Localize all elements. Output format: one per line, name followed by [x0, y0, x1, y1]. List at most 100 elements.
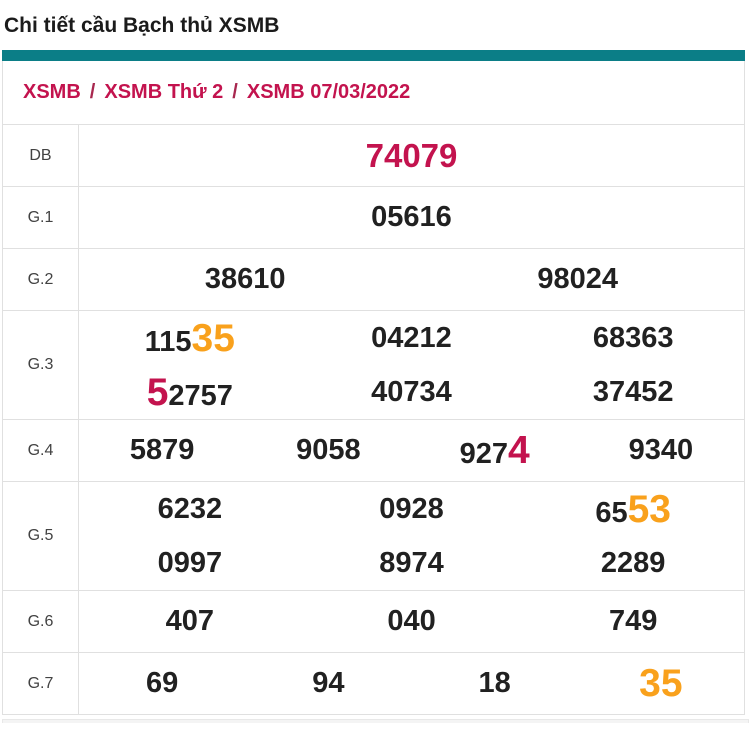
value-line: 05616 [79, 187, 744, 248]
number-segment: 749 [608, 605, 658, 637]
number-segment: 5879 [129, 434, 195, 466]
prize-number: 749 [522, 607, 744, 636]
number-segment: 05616 [371, 201, 452, 233]
prize-number: 9340 [578, 436, 744, 465]
number-segment: 0997 [157, 546, 223, 579]
number-segment: 040 [387, 605, 436, 637]
number-segment: 407 [165, 605, 215, 637]
value-line: 74079 [79, 125, 744, 186]
number-segment: 69 [145, 667, 179, 699]
prize-number: 38610 [79, 265, 412, 294]
number-segment: 2289 [600, 546, 666, 579]
highlighted-digits: 53 [627, 487, 671, 531]
prize-number: 98024 [412, 265, 745, 294]
prize-number: 9058 [245, 436, 411, 465]
next-section-edge [2, 719, 749, 723]
prize-number: 9274 [412, 431, 578, 470]
prize-number: 68363 [522, 321, 744, 354]
number-segment: 6232 [157, 492, 223, 525]
value-line: 5879 9058 9274 9340 [79, 420, 744, 481]
table-row-db: DB 74079 [3, 124, 744, 186]
number-segment: 18 [478, 667, 511, 699]
row-label: G.5 [3, 482, 79, 590]
table-row-g2: G.2 38610 98024 [3, 248, 744, 310]
row-values: 11535 04212 68363 52757 40734 37452 [79, 311, 744, 419]
number-segment: 98024 [537, 263, 619, 295]
row-values: 5879 9058 9274 9340 [79, 420, 744, 481]
value-line: 69 94 18 35 [79, 653, 744, 714]
table-row-g3: G.3 11535 04212 68363 52757 40734 37452 [3, 310, 744, 419]
row-values: 407 040 749 [79, 591, 744, 652]
prize-number: 407 [79, 607, 301, 636]
number-segment: 115 [144, 325, 192, 358]
number-segment: 04212 [371, 321, 452, 354]
value-line: 11535 04212 68363 [79, 311, 744, 365]
prize-number: 18 [412, 669, 578, 698]
row-label: DB [3, 125, 79, 186]
breadcrumb-link-xsmb-date[interactable]: XSMB 07/03/2022 [246, 81, 411, 103]
number-segment: 8974 [379, 546, 444, 579]
value-line: 407 040 749 [79, 591, 744, 652]
prize-number: 74079 [79, 139, 744, 173]
row-label: G.6 [3, 591, 79, 652]
value-line: 38610 98024 [79, 249, 744, 310]
table-row-g1: G.1 05616 [3, 186, 744, 248]
number-segment: 94 [312, 667, 345, 699]
prize-number: 40734 [301, 375, 523, 408]
number-segment: 65 [595, 496, 628, 529]
breadcrumb-separator: / [232, 81, 238, 103]
prize-number: 37452 [522, 375, 744, 408]
highlighted-digits: 74079 [365, 136, 458, 174]
results-panel: XSMB / XSMB Thứ 2 / XSMB 07/03/2022 DB 74… [2, 61, 745, 715]
value-line: 6232 0928 6553 [79, 482, 744, 536]
table-row-g4: G.4 5879 9058 9274 9340 [3, 419, 744, 481]
number-segment: 9340 [628, 434, 694, 466]
prize-number: 8974 [301, 546, 523, 579]
number-segment: 927 [459, 438, 508, 470]
prize-number: 6553 [522, 490, 744, 529]
breadcrumb-separator: / [89, 81, 96, 103]
row-values: 6232 0928 6553 0997 8974 2289 [79, 482, 744, 590]
table-row-g6: G.6 407 040 749 [3, 590, 744, 652]
number-segment: 40734 [371, 375, 452, 408]
breadcrumb-link-xsmb-thu-2[interactable]: XSMB Thứ 2 [104, 81, 224, 103]
number-segment: 2757 [168, 379, 233, 412]
prize-number: 69 [79, 669, 245, 698]
row-values: 69 94 18 35 [79, 653, 744, 714]
prize-number: 35 [578, 664, 744, 703]
prize-number: 6232 [79, 492, 301, 525]
number-segment: 37452 [592, 375, 674, 408]
results-table: DB 74079 G.1 05616 G.2 38610 98024 G.3 11535 0421… [3, 124, 744, 714]
prize-number: 05616 [79, 203, 744, 232]
row-values: 74079 [79, 125, 744, 186]
table-row-g7: G.7 69 94 18 35 [3, 652, 744, 714]
number-segment: 68363 [592, 321, 674, 354]
row-values: 38610 98024 [79, 249, 744, 310]
number-segment: 38610 [204, 263, 286, 295]
accent-bar [2, 50, 745, 61]
row-label: G.2 [3, 249, 79, 310]
row-label: G.7 [3, 653, 79, 714]
number-segment: 9058 [296, 434, 361, 466]
highlighted-digits: 35 [191, 316, 235, 360]
row-label: G.4 [3, 420, 79, 481]
prize-number: 2289 [522, 546, 744, 579]
breadcrumb: XSMB / XSMB Thứ 2 / XSMB 07/03/2022 [3, 61, 744, 124]
prize-number: 52757 [79, 373, 301, 412]
prize-number: 0928 [301, 492, 523, 525]
breadcrumb-link-xsmb[interactable]: XSMB [23, 81, 81, 103]
prize-number: 04212 [301, 321, 523, 354]
prize-number: 11535 [79, 319, 301, 358]
number-segment: 0928 [379, 492, 444, 525]
table-row-g5: G.5 6232 0928 6553 0997 8974 2289 [3, 481, 744, 590]
highlighted-digits: 4 [507, 429, 530, 472]
row-label: G.3 [3, 311, 79, 419]
highlighted-digits: 5 [146, 370, 169, 414]
row-values: 05616 [79, 187, 744, 248]
row-label: G.1 [3, 187, 79, 248]
prize-number: 5879 [79, 436, 245, 465]
value-line: 52757 40734 37452 [79, 365, 744, 419]
prize-number: 0997 [79, 546, 301, 579]
prize-number: 040 [301, 607, 523, 636]
prize-number: 94 [245, 669, 411, 698]
